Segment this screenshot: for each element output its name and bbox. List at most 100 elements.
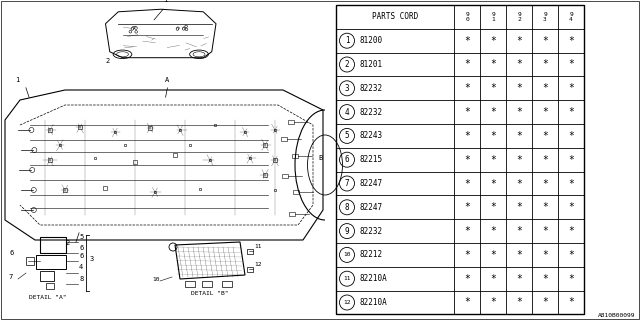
Text: *: * [490,107,496,117]
Text: *: * [490,226,496,236]
Bar [247,249,253,254]
Text: *: * [516,179,522,188]
Text: *: * [516,298,522,308]
Text: 1: 1 [345,36,349,45]
Circle shape [185,25,188,28]
Bar [263,173,268,177]
Text: 12: 12 [254,262,262,267]
Text: 6: 6 [79,253,83,259]
Text: 9: 9 [345,227,349,236]
Bar [214,124,216,126]
Text: 82232: 82232 [360,108,383,116]
Text: 82210A: 82210A [360,274,388,283]
Bar [148,126,152,130]
Text: *: * [490,60,496,69]
Text: 81200: 81200 [360,36,383,45]
Text: *: * [516,36,522,46]
Text: PARTS CORD: PARTS CORD [372,12,418,21]
Text: 4: 4 [79,264,83,270]
Bar [47,157,52,163]
Text: *: * [516,274,522,284]
Text: 6: 6 [10,250,14,256]
Text: *: * [464,250,470,260]
Circle shape [182,27,185,29]
Text: DETAIL "B": DETAIL "B" [191,291,228,296]
Text: A810B00099: A810B00099 [598,313,635,318]
Text: *: * [516,226,522,236]
Text: *: * [490,298,496,308]
Bar [282,174,288,178]
Text: 81201: 81201 [360,60,383,69]
Text: 8: 8 [345,203,349,212]
Text: 9
1: 9 1 [491,12,495,22]
Text: B: B [318,155,323,161]
Bar [36,255,66,269]
Text: *: * [568,226,574,236]
Text: 12: 12 [343,300,351,305]
Text: 2: 2 [106,58,109,64]
Text: *: * [516,131,522,141]
Bar [173,153,177,157]
Text: *: * [542,179,548,188]
Text: 9
3: 9 3 [543,12,547,22]
Text: *: * [516,155,522,165]
Text: *: * [542,298,548,308]
Bar [202,281,212,287]
Text: 82212: 82212 [360,250,383,260]
Text: 7: 7 [345,179,349,188]
Text: *: * [464,155,470,165]
Text: *: * [490,250,496,260]
Bar [94,157,96,159]
Text: 11: 11 [254,244,262,249]
Bar [40,271,54,281]
Bar [273,158,276,162]
Text: 3: 3 [345,84,349,93]
Text: *: * [464,131,470,141]
Circle shape [185,28,188,31]
Text: 6: 6 [345,155,349,164]
Bar [293,190,299,195]
Text: *: * [542,155,548,165]
Text: *: * [490,179,496,188]
Text: 9
0: 9 0 [465,12,469,22]
Circle shape [176,28,179,30]
Bar [209,159,211,161]
Text: *: * [516,60,522,69]
Text: 6: 6 [79,245,83,251]
Text: *: * [464,298,470,308]
Text: *: * [568,155,574,165]
Text: *: * [464,83,470,93]
Bar [59,144,61,146]
Text: 2: 2 [65,240,69,246]
Text: *: * [568,250,574,260]
Bar [63,188,67,192]
Bar [273,188,276,191]
Text: 82232: 82232 [360,84,383,93]
Text: *: * [568,298,574,308]
Text: 9
4: 9 4 [569,12,573,22]
Bar [262,143,268,148]
Text: 8: 8 [79,276,83,282]
Text: *: * [490,83,496,93]
Text: 10: 10 [152,277,159,282]
Text: *: * [464,226,470,236]
Text: *: * [542,250,548,260]
Text: *: * [464,274,470,284]
Text: *: * [542,274,548,284]
Text: *: * [542,202,548,212]
Text: 82243: 82243 [360,132,383,140]
Text: 2: 2 [345,60,349,69]
Bar [185,281,195,287]
Circle shape [135,31,138,33]
Text: 3: 3 [90,256,94,262]
Text: *: * [542,107,548,117]
Text: *: * [542,36,548,46]
Text: *: * [490,155,496,165]
Bar [26,257,34,265]
Text: *: * [568,60,574,69]
Text: 82215: 82215 [360,155,383,164]
Text: *: * [542,131,548,141]
Bar [133,160,136,164]
Circle shape [129,30,132,33]
Bar [124,144,126,146]
